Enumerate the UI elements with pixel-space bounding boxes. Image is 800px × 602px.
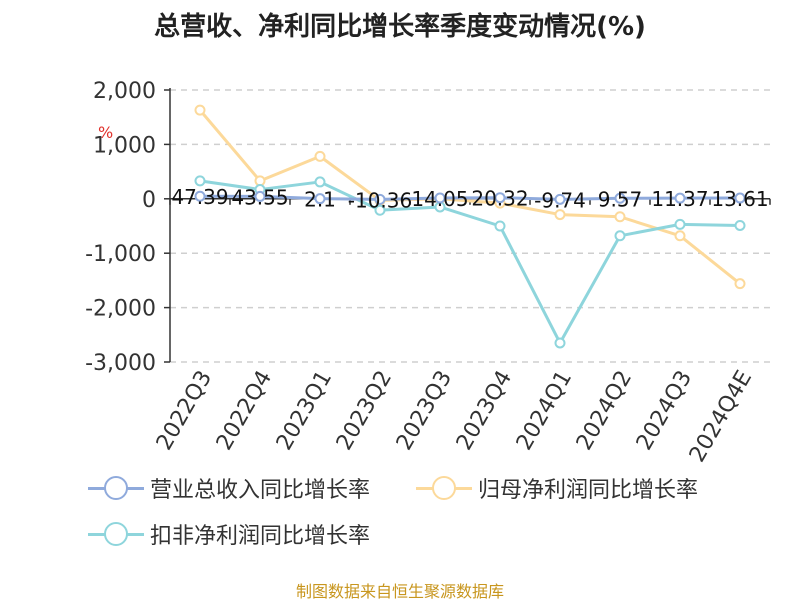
- y-axis-label: %: [98, 123, 113, 142]
- data-point: [314, 176, 326, 188]
- y-tick-label: 1,000: [93, 133, 156, 158]
- data-point: [434, 192, 446, 204]
- legend-marker-deducted-profit-growth: [88, 522, 144, 546]
- x-tick-label: 2024Q2: [572, 367, 637, 455]
- legend-item-deducted-profit-growth[interactable]: 扣非净利润同比增长率: [88, 518, 370, 550]
- data-label: 11.37: [651, 187, 708, 211]
- legend-label-revenue-growth: 营业总收入同比增长率: [150, 478, 371, 503]
- legend-item-revenue-growth[interactable]: 营业总收入同比增长率: [88, 472, 370, 504]
- data-point: [194, 190, 206, 202]
- data-label: 47.39: [171, 185, 228, 209]
- chart-title: 总营收、净利同比增长率季度变动情况(%): [154, 12, 646, 42]
- data-point: [194, 104, 206, 116]
- x-tick-label: 2024Q4E: [685, 367, 757, 467]
- data-label: -10.36: [348, 188, 412, 212]
- data-point: [734, 278, 746, 290]
- line-chart: 2,000 1,000 0 -1,000 -2,000 -3,000% 2022Q32022…: [85, 79, 771, 467]
- data-point: [674, 218, 686, 230]
- data-point: [254, 175, 266, 187]
- x-tick-label: 2023Q2: [332, 367, 397, 455]
- x-tick-label: 2024Q3: [632, 367, 697, 455]
- data-point: [614, 230, 626, 242]
- legend-marker-revenue-growth: [88, 476, 144, 500]
- data-point: [554, 193, 566, 205]
- data-label: 20.32: [471, 187, 528, 211]
- legend-label-net-profit-growth: 归母净利润同比增长率: [478, 478, 699, 503]
- legend-marker-net-profit-growth: [416, 476, 472, 500]
- data-label: 2.1: [304, 188, 336, 212]
- data-source-note: 制图数据来自恒生聚源数据库: [295, 582, 504, 601]
- data-point: [734, 219, 746, 231]
- data-label: 14.05: [411, 187, 468, 211]
- x-tick-label: 2024Q1: [512, 367, 577, 455]
- y-tick-label: -3,000: [85, 351, 156, 376]
- data-point: [674, 192, 686, 204]
- series-line: [199, 179, 741, 345]
- data-label: 43.55: [231, 185, 288, 209]
- data-point: [374, 204, 386, 216]
- data-point: [614, 211, 626, 223]
- y-tick-label: 2,000: [93, 79, 156, 104]
- x-tick-label: 2023Q3: [392, 367, 457, 455]
- data-label: -9.74: [534, 188, 586, 212]
- series-line: [199, 194, 741, 201]
- data-point: [674, 230, 686, 242]
- x-tick-label: 2022Q4: [212, 367, 277, 455]
- legend-label-deducted-profit-growth: 扣非净利润同比增长率: [150, 524, 371, 549]
- data-point: [554, 337, 566, 349]
- data-label: 13.61: [711, 187, 768, 211]
- data-point: [254, 190, 266, 202]
- y-tick-label: -2,000: [85, 297, 156, 322]
- data-point: [614, 192, 626, 204]
- data-point: [374, 193, 386, 205]
- x-tick-label: 2023Q1: [272, 367, 337, 455]
- data-point: [554, 209, 566, 221]
- data-point: [494, 220, 506, 232]
- series-line: [198, 109, 741, 285]
- y-tick-label: -1,000: [85, 242, 156, 267]
- data-point: [314, 193, 326, 205]
- data-point: [314, 150, 326, 162]
- data-point: [734, 192, 746, 204]
- x-tick-label: 2023Q4: [452, 367, 517, 455]
- data-point: [194, 175, 206, 187]
- data-point: [494, 192, 506, 204]
- x-tick-label: 2022Q3: [152, 367, 217, 455]
- data-label: 9.57: [598, 187, 643, 211]
- legend-item-net-profit-growth[interactable]: 归母净利润同比增长率: [416, 472, 698, 504]
- y-tick-label: 0: [142, 188, 156, 213]
